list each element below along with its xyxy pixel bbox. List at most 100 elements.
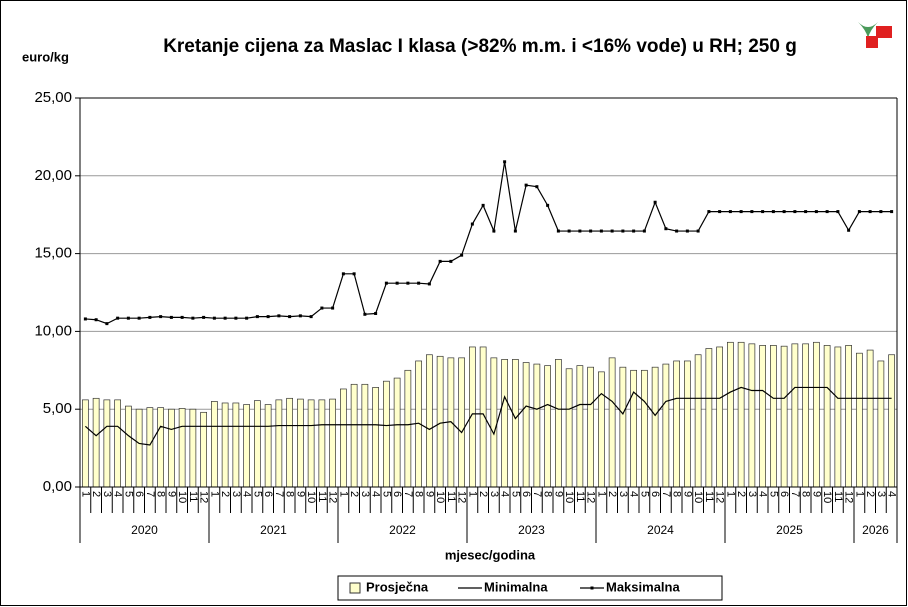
x-tick-label: 10 <box>563 491 575 503</box>
marker <box>771 210 775 214</box>
x-tick-label: 7 <box>531 491 543 497</box>
x-tick-label: 10 <box>821 491 833 503</box>
x-tick-label: 11 <box>832 491 844 502</box>
bar <box>705 348 713 488</box>
marker <box>589 229 593 233</box>
line <box>84 386 892 446</box>
legend-label: Prosječna <box>366 579 429 594</box>
bar <box>383 380 390 488</box>
bar <box>694 354 702 488</box>
marker <box>632 229 636 233</box>
x-axis-label: mjesec/godina <box>445 547 536 562</box>
x-tick-label: 9 <box>552 491 564 497</box>
x-tick-label: 5 <box>380 491 392 497</box>
marker <box>653 200 657 204</box>
bar <box>576 365 584 488</box>
marker <box>169 315 173 319</box>
x-tick-label: 10 <box>434 491 446 503</box>
line <box>85 161 892 325</box>
bar <box>608 357 616 488</box>
legend-label: Minimalna <box>484 579 548 594</box>
x-tick-label: 5 <box>251 491 263 497</box>
bar <box>393 377 401 488</box>
bar <box>350 383 358 488</box>
x-tick-label: 12 <box>843 491 855 503</box>
year-label: 2023 <box>518 523 545 537</box>
bar <box>243 404 250 488</box>
x-tick-label: 10 <box>692 491 704 503</box>
x-tick-label: 6 <box>133 491 145 497</box>
marker <box>642 229 646 233</box>
marker <box>599 229 603 233</box>
bar <box>490 357 498 488</box>
marker <box>438 259 442 263</box>
marker <box>556 229 560 233</box>
marker <box>718 210 722 214</box>
x-tick-label: 6 <box>391 491 403 497</box>
x-tick-label: 7 <box>789 491 801 497</box>
marker <box>180 315 184 319</box>
marker <box>427 282 431 286</box>
bar <box>780 345 788 488</box>
bar <box>651 366 659 488</box>
bar <box>103 399 111 488</box>
bar <box>82 399 89 488</box>
marker <box>814 210 818 214</box>
marker <box>212 316 216 320</box>
bar <box>264 404 272 488</box>
marker <box>460 253 464 257</box>
bar <box>221 402 229 488</box>
marker <box>675 229 679 233</box>
marker <box>793 210 797 214</box>
x-tick-label: 12 <box>714 491 726 503</box>
x-tick-label: 4 <box>370 491 382 497</box>
marker <box>503 160 507 164</box>
x-tick-label: 7 <box>402 491 414 497</box>
marker <box>288 315 292 319</box>
x-tick-label: 11 <box>445 491 457 502</box>
x-tick-label: 4 <box>886 491 898 497</box>
bar <box>426 354 433 488</box>
marker <box>750 210 754 214</box>
bar <box>307 399 315 488</box>
x-tick-label: 1 <box>724 491 736 497</box>
legend-swatch <box>349 582 361 594</box>
marker <box>116 316 120 320</box>
x-tick-label: 8 <box>800 491 812 497</box>
x-tick-label: 8 <box>413 491 425 497</box>
x-tick-label: 6 <box>520 491 532 497</box>
marker <box>847 228 851 232</box>
x-tick-label: 9 <box>294 491 306 497</box>
marker <box>320 306 324 310</box>
marker <box>481 203 485 207</box>
y-tick-label: 0,00 <box>43 478 72 495</box>
x-tick-label: 3 <box>875 491 887 497</box>
year-label: 2026 <box>862 523 889 537</box>
marker <box>126 316 130 320</box>
x-tick-label: 5 <box>767 491 779 497</box>
x-tick-label: 6 <box>778 491 790 497</box>
bar <box>619 366 627 488</box>
marker <box>83 317 87 321</box>
y-tick-label: 10,00 <box>34 322 72 339</box>
marker <box>728 210 732 214</box>
year-label: 2025 <box>776 523 803 537</box>
marker <box>578 229 582 233</box>
bar <box>555 359 562 488</box>
x-tick-label: 9 <box>681 491 693 497</box>
bar <box>533 363 541 488</box>
x-tick-label: 11 <box>187 491 199 502</box>
x-tick-label: 7 <box>660 491 672 497</box>
x-tick-label: 6 <box>262 491 274 497</box>
x-tick-label: 3 <box>359 491 371 497</box>
marker <box>245 316 249 320</box>
logo <box>858 22 892 48</box>
bar <box>630 369 637 488</box>
marker <box>610 229 614 233</box>
x-tick-label: 3 <box>101 491 113 497</box>
legend <box>337 575 723 601</box>
marker <box>470 222 474 226</box>
x-tick-label: 8 <box>284 491 296 497</box>
bar <box>673 360 680 488</box>
marker <box>782 210 786 214</box>
